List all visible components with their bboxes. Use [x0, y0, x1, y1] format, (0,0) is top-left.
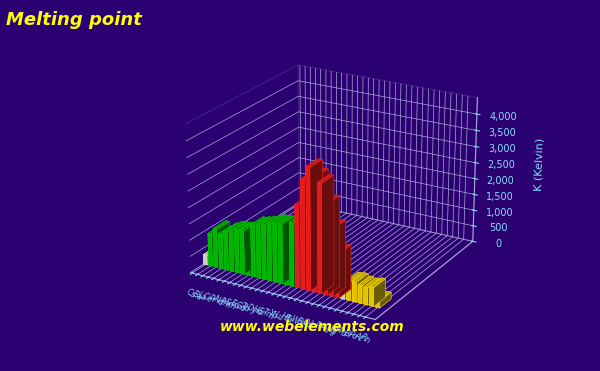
Text: Melting point: Melting point	[6, 11, 142, 29]
Text: www.webelements.com: www.webelements.com	[220, 320, 404, 334]
